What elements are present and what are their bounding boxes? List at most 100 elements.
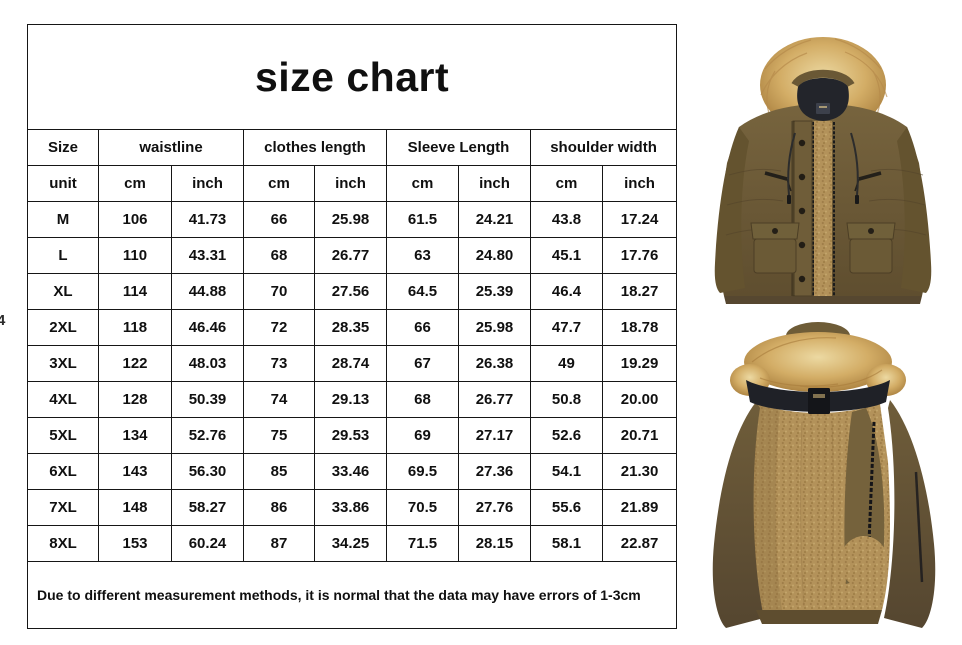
hood-opening <box>791 69 855 121</box>
measurement-cell: 27.17 <box>458 417 531 454</box>
measurement-cell: 64.5 <box>386 273 459 310</box>
measurement-cell: 20.71 <box>601 417 678 454</box>
shell-drapes <box>712 400 936 628</box>
unit-cell: cm <box>530 165 603 202</box>
measurement-cell: 48.03 <box>171 345 244 382</box>
measurement-cell: 71.5 <box>386 525 459 562</box>
measurement-cell: 27.76 <box>458 489 531 526</box>
size-table-body: M 106 41.73 66 25.98 61.5 24.21 43.8 17.24 L 110 43… <box>27 201 678 562</box>
measurement-cell: 70 <box>243 273 315 310</box>
size-label-cell: 3XL <box>27 345 99 382</box>
measurement-cell: 25.98 <box>314 201 387 238</box>
measurement-cell: 66 <box>386 309 459 346</box>
measurement-cell: 28.35 <box>314 309 387 346</box>
page-title: size chart <box>26 24 678 130</box>
measurement-cell: 85 <box>243 453 315 490</box>
size-row: 5XL 134 52.76 75 29.53 69 27.17 52.6 20.71 <box>27 417 678 454</box>
size-row: XL 114 44.88 70 27.56 64.5 25.39 46.4 18.27 <box>27 273 678 310</box>
measurement-cell: 52.76 <box>171 417 244 454</box>
measurement-cell: 18.78 <box>601 309 678 346</box>
measurement-cell: 41.73 <box>171 201 244 238</box>
size-label-cell: XL <box>27 273 99 310</box>
fur-trim-icon <box>730 332 906 396</box>
measurement-cell: 46.46 <box>171 309 244 346</box>
measurement-cell: 24.80 <box>458 237 531 274</box>
measurement-cell: 67 <box>386 345 459 382</box>
measurement-cell: 26.77 <box>314 237 387 274</box>
unit-cell: inch <box>601 165 678 202</box>
measurement-cell: 33.86 <box>314 489 387 526</box>
unit-cell: inch <box>171 165 244 202</box>
measurement-cell: 26.38 <box>458 345 531 382</box>
note-row: Due to different measurement methods, it… <box>26 561 678 629</box>
measurement-cell: 29.53 <box>314 417 387 454</box>
unit-row-label: unit <box>27 165 99 202</box>
measurement-cell: 43.8 <box>530 201 603 238</box>
measurement-cell: 153 <box>98 525 172 562</box>
measurement-cell: 74 <box>243 381 315 418</box>
measurement-cell: 19.29 <box>601 345 678 382</box>
measurement-cell: 33.46 <box>314 453 387 490</box>
size-row: 3XL 122 48.03 73 28.74 67 26.38 49 19.29 <box>27 345 678 382</box>
measurement-cell: 50.39 <box>171 381 244 418</box>
measurement-cell: 45.1 <box>530 237 603 274</box>
measurement-cell: 70.5 <box>386 489 459 526</box>
measurement-cell: 110 <box>98 237 172 274</box>
size-row: 7XL 148 58.27 86 33.86 70.5 27.76 55.6 21.89 <box>27 489 678 526</box>
size-row: 4XL 128 50.39 74 29.13 68 26.77 50.8 20.00 <box>27 381 678 418</box>
measurement-cell: 87 <box>243 525 315 562</box>
measurement-cell: 58.1 <box>530 525 603 562</box>
size-label-cell: M <box>27 201 99 238</box>
size-label-cell: 8XL <box>27 525 99 562</box>
collar-band <box>746 380 890 414</box>
measurement-cell: 44.88 <box>171 273 244 310</box>
size-label-cell: 2XL <box>27 309 99 346</box>
measurement-cell: 68 <box>386 381 459 418</box>
measurement-cell: 134 <box>98 417 172 454</box>
measurement-cell: 25.98 <box>458 309 531 346</box>
measurement-cell: 50.8 <box>530 381 603 418</box>
measurement-cell: 27.36 <box>458 453 531 490</box>
size-row: 2XL 118 46.46 72 28.35 66 25.98 47.7 18.78 <box>27 309 678 346</box>
measurement-cell: 47.7 <box>530 309 603 346</box>
measurement-cell: 28.74 <box>314 345 387 382</box>
measurement-cell: 69 <box>386 417 459 454</box>
measurement-cell: 68 <box>243 237 315 274</box>
hood-drawcords <box>787 132 859 204</box>
measurement-cell: 21.30 <box>601 453 678 490</box>
col-header-shoulder-width: shoulder width <box>529 129 678 166</box>
measurement-cell: 148 <box>98 489 172 526</box>
measurement-cell: 29.13 <box>314 381 387 418</box>
col-header-waistline: waistline <box>98 129 244 166</box>
size-row: 8XL 153 60.24 87 34.25 71.5 28.15 58.1 22.87 <box>27 525 678 562</box>
measurement-cell: 60.24 <box>171 525 244 562</box>
size-row: 6XL 143 56.30 85 33.46 69.5 27.36 54.1 21.30 <box>27 453 678 490</box>
measurement-cell: 22.87 <box>601 525 678 562</box>
title-row: size chart <box>26 24 678 130</box>
measurement-cell: 52.6 <box>530 417 603 454</box>
size-label-cell: 4XL <box>27 381 99 418</box>
measurement-cell: 55.6 <box>530 489 603 526</box>
measurement-note: Due to different measurement methods, it… <box>26 561 678 629</box>
front-zip-fleece <box>791 120 835 297</box>
measurement-cell: 17.76 <box>601 237 678 274</box>
measurement-cell: 72 <box>243 309 315 346</box>
unit-cell: cm <box>98 165 172 202</box>
measurement-cell: 63 <box>386 237 459 274</box>
measurement-cell: 27.56 <box>314 273 387 310</box>
measurement-cell: 69.5 <box>386 453 459 490</box>
jacket-lining-image <box>712 322 936 628</box>
measurement-cell: 73 <box>243 345 315 382</box>
measurement-cell: 17.24 <box>601 201 678 238</box>
size-label-cell: L <box>27 237 99 274</box>
size-row: L 110 43.31 68 26.77 63 24.80 45.1 17.76 <box>27 237 678 274</box>
measurement-cell: 75 <box>243 417 315 454</box>
measurement-cell: 58.27 <box>171 489 244 526</box>
col-header-clothes-length: clothes length <box>243 129 387 166</box>
col-header-size: Size <box>27 129 99 166</box>
measurement-cell: 49 <box>530 345 603 382</box>
unit-cell: cm <box>386 165 459 202</box>
measurement-cell: 61.5 <box>386 201 459 238</box>
measurement-cell: 26.77 <box>458 381 531 418</box>
column-header-row: Size waistline clothes length Sleeve Len… <box>27 129 678 166</box>
